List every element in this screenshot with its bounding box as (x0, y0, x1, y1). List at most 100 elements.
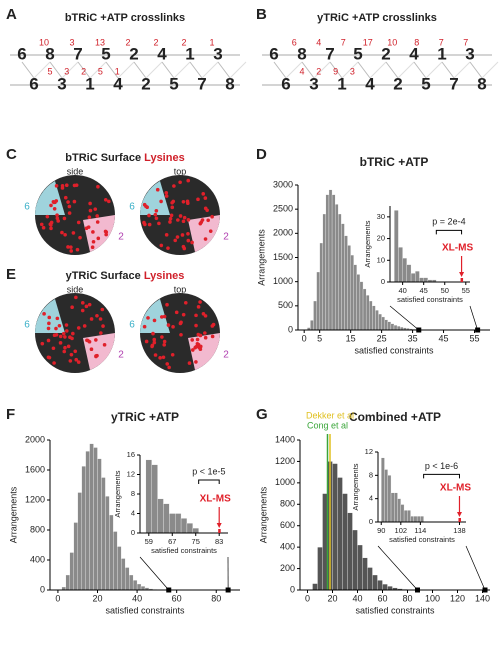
lysine (65, 323, 69, 327)
bar (70, 553, 74, 591)
lysine (196, 333, 200, 337)
lysine (162, 343, 166, 347)
bar (66, 575, 70, 590)
lysine (90, 317, 94, 321)
crosslink-count: 2 (81, 66, 86, 76)
lysine (166, 246, 170, 250)
subunit-label: 7 (73, 44, 82, 63)
panel-label: C (6, 146, 17, 163)
bar (401, 505, 404, 523)
subunit-label: 5 (421, 74, 430, 93)
y-tick-label: 500 (278, 300, 293, 310)
lysine (91, 230, 95, 234)
lysine (77, 326, 81, 330)
subunit-label: 6 (17, 44, 26, 63)
subunit-label: 7 (449, 74, 458, 93)
x-tick-label: 50 (441, 286, 449, 295)
lysine (165, 194, 169, 198)
bar (74, 523, 78, 591)
bar (357, 274, 360, 330)
x-tick-label: 20 (327, 593, 337, 603)
lysine (150, 345, 154, 349)
y-tick-label: 30 (377, 212, 385, 221)
bar (141, 586, 145, 590)
lysine (67, 345, 71, 349)
lysine (46, 215, 50, 219)
lysine (68, 205, 72, 209)
lysine (92, 240, 96, 244)
x-tick-label: 90 (377, 526, 385, 535)
subunit-tag: 2 (118, 232, 124, 243)
lysine (190, 338, 194, 342)
bar (366, 295, 369, 330)
chart-title: bTRiC +ATP (360, 155, 429, 169)
bar (313, 301, 316, 330)
subunit-tag: 6 (24, 320, 30, 331)
lysine (154, 213, 158, 217)
y-tick-label: 0 (381, 277, 385, 286)
crosslink-count: 1 (209, 37, 214, 47)
lysine (70, 353, 74, 357)
y-axis-label: Arrangements (113, 470, 122, 517)
bar (344, 236, 347, 330)
crosslink-count: 3 (350, 66, 355, 76)
y-axis-label: Arrangements (351, 463, 360, 510)
bar (146, 460, 152, 533)
panel-label: D (256, 146, 267, 163)
bar (343, 494, 348, 590)
bar (137, 584, 141, 590)
x-tick-label: 55 (470, 333, 480, 343)
lysine (175, 311, 179, 315)
lysine (96, 220, 100, 224)
subunit-label: 3 (213, 44, 222, 63)
lysine (77, 221, 81, 225)
bar (175, 514, 181, 534)
bar (388, 586, 393, 590)
lysine (62, 350, 66, 354)
y-tick-label: 1200 (25, 494, 45, 504)
subunit-label: 4 (365, 74, 375, 93)
lysine (49, 204, 53, 208)
lysine (40, 223, 44, 227)
lysine (172, 184, 176, 188)
panel-label: A (6, 6, 17, 23)
lysine (197, 305, 201, 309)
lysine (186, 232, 190, 236)
bar (411, 273, 415, 282)
observed-bar (458, 518, 461, 522)
surface-title: yTRiC Surface Lysines (66, 270, 185, 282)
lysine (74, 296, 78, 300)
lysine (63, 335, 67, 339)
lysine (68, 335, 72, 339)
bar (341, 224, 344, 330)
subunit-label: 5 (169, 74, 178, 93)
bar (320, 243, 323, 330)
bar (372, 306, 375, 330)
lysine (47, 316, 51, 320)
y-tick-label: 1200 (275, 456, 295, 466)
bar (333, 464, 338, 590)
bar (369, 301, 372, 330)
lysine (164, 191, 168, 195)
crosslink-count: 7 (341, 37, 346, 47)
lysine (198, 300, 202, 304)
x-tick-label: 67 (168, 537, 176, 546)
lysine (209, 229, 213, 233)
lysine (182, 200, 186, 204)
lysine (71, 332, 75, 336)
lysine (69, 359, 73, 363)
x-tick-label: 45 (439, 333, 449, 343)
x-tick-label: 55 (462, 286, 470, 295)
lysine (74, 358, 78, 362)
crosslink-count: 17 (363, 37, 373, 47)
surface-highlight: Lysines (144, 270, 185, 282)
y-tick-label: 1600 (25, 464, 45, 474)
lysine (171, 353, 175, 357)
lysine (204, 207, 208, 211)
y-axis-label: Arrangements (363, 220, 372, 267)
bar (385, 470, 388, 523)
subunit-label: 7 (325, 44, 334, 63)
y-tick-label: 3000 (273, 179, 293, 189)
lysine (63, 346, 67, 350)
x-tick-label: 60 (172, 593, 182, 603)
